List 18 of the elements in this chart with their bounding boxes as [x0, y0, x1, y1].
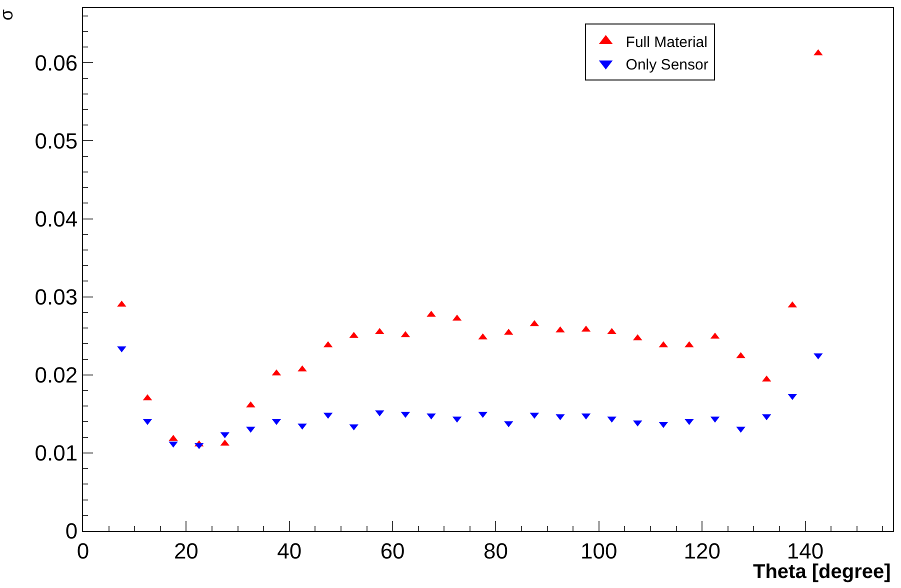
x-tick-label: 140 [786, 538, 824, 564]
x-tick-label: 60 [380, 538, 405, 564]
x-axis-title: Theta [degree] [753, 561, 891, 583]
y-tick-label: 0 [65, 518, 78, 544]
x-tick-label: 120 [684, 538, 720, 564]
x-tick-label: 100 [580, 538, 618, 564]
y-tick-label: 0.01 [34, 440, 78, 466]
y-tick-label: 0.06 [34, 50, 78, 76]
legend-label: Only Sensor [626, 56, 708, 74]
y-tick-label: 0.02 [34, 362, 78, 388]
x-tick-label: 40 [277, 538, 302, 564]
y-tick-label: 0.05 [34, 128, 78, 154]
x-tick-label: 20 [174, 538, 198, 564]
legend-label: Full Material [626, 34, 708, 51]
y-tick-label: 0.04 [34, 206, 78, 232]
y-tick-label: 0.03 [34, 284, 78, 310]
y-axis-title: σ [0, 9, 16, 20]
x-tick-label: 80 [484, 538, 508, 564]
